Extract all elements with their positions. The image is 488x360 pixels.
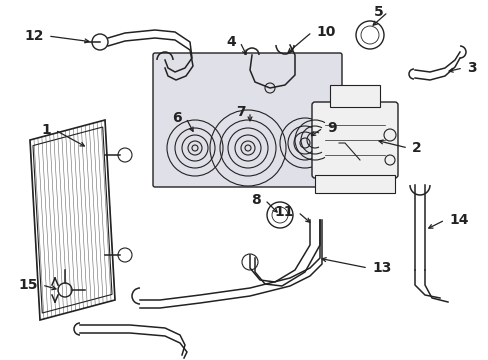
Text: 10: 10	[315, 25, 335, 39]
Text: 12: 12	[24, 29, 44, 43]
Text: 7: 7	[236, 105, 245, 119]
Text: 15: 15	[19, 278, 38, 292]
Text: 4: 4	[226, 35, 236, 49]
FancyBboxPatch shape	[311, 102, 397, 178]
Text: 2: 2	[411, 141, 421, 155]
FancyBboxPatch shape	[153, 53, 341, 187]
Text: 3: 3	[466, 61, 476, 75]
Polygon shape	[30, 120, 115, 320]
Text: 13: 13	[371, 261, 390, 275]
Bar	[314, 175, 394, 193]
Text: 8: 8	[251, 193, 261, 207]
Text: 9: 9	[326, 121, 336, 135]
Text: 1: 1	[41, 123, 51, 137]
Text: 11: 11	[274, 205, 293, 219]
Bar	[329, 85, 379, 107]
Text: 5: 5	[373, 5, 383, 19]
Text: 6: 6	[172, 111, 182, 125]
Text: 14: 14	[448, 213, 468, 227]
